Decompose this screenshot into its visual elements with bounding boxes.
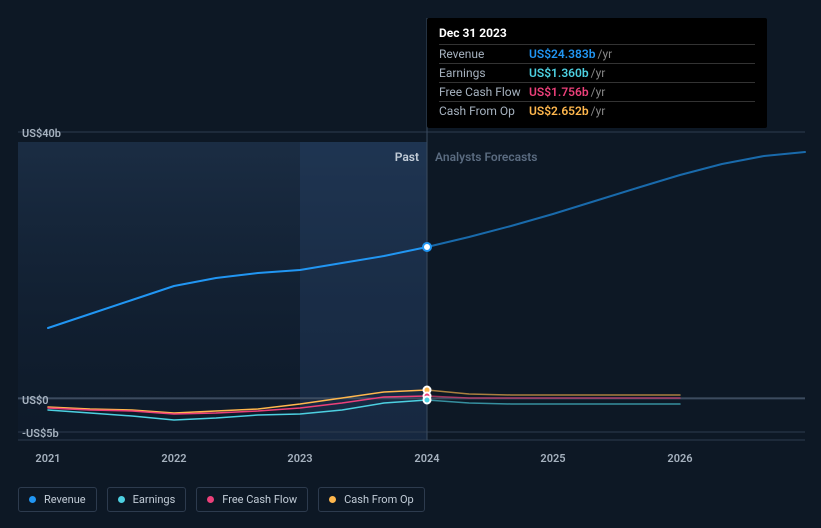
tooltip-row: Cash From OpUS$2.652b /yr xyxy=(439,101,755,120)
x-tick-label: 2021 xyxy=(35,452,60,465)
y-tick-label: -US$5b xyxy=(22,427,59,440)
tooltip-row-unit: /yr xyxy=(598,47,613,61)
y-tick-label: US$40b xyxy=(22,127,61,140)
tooltip-row-label: Cash From Op xyxy=(439,104,529,118)
tooltip-row-unit: /yr xyxy=(591,104,606,118)
tooltip-row-label: Earnings xyxy=(439,66,529,80)
financial-chart: US$40b US$0 -US$5b 2021 2022 2023 2024 2025 202… xyxy=(0,0,821,524)
tooltip-row-value: US$24.383b xyxy=(529,47,596,61)
legend-dot-icon xyxy=(207,496,214,503)
legend-item-earnings[interactable]: Earnings xyxy=(107,487,187,512)
chart-legend: Revenue Earnings Free Cash Flow Cash From O… xyxy=(18,487,425,512)
tooltip-row-label: Revenue xyxy=(439,47,529,61)
tooltip-row-value: US$1.360b xyxy=(529,66,589,80)
x-tick-label: 2026 xyxy=(667,452,692,465)
tooltip-row: RevenueUS$24.383b /yr xyxy=(439,44,755,63)
x-tick-label: 2024 xyxy=(414,452,439,465)
tooltip-row-unit: /yr xyxy=(591,66,606,80)
x-tick-label: 2025 xyxy=(540,452,565,465)
legend-dot-icon xyxy=(29,496,36,503)
past-section-label: Past xyxy=(395,150,419,164)
tooltip-row-value: US$2.652b xyxy=(529,104,589,118)
legend-label: Revenue xyxy=(44,493,86,506)
y-tick-label: US$0 xyxy=(22,394,49,407)
legend-label: Earnings xyxy=(133,493,176,506)
legend-label: Free Cash Flow xyxy=(222,493,297,506)
forecast-section-label: Analysts Forecasts xyxy=(435,150,537,164)
tooltip-row-unit: /yr xyxy=(591,85,606,99)
tooltip-row-label: Free Cash Flow xyxy=(439,85,529,99)
tooltip-row-value: US$1.756b xyxy=(529,85,589,99)
tooltip-row: Free Cash FlowUS$1.756b /yr xyxy=(439,82,755,101)
x-tick-label: 2023 xyxy=(287,452,312,465)
legend-item-free_cash_flow[interactable]: Free Cash Flow xyxy=(196,487,308,512)
legend-item-revenue[interactable]: Revenue xyxy=(18,487,97,512)
legend-dot-icon xyxy=(329,496,336,503)
legend-dot-icon xyxy=(118,496,125,503)
legend-item-cash_from_op[interactable]: Cash From Op xyxy=(318,487,425,512)
data-tooltip: Dec 31 2023 RevenueUS$24.383b /yrEarning… xyxy=(427,18,767,128)
tooltip-row: EarningsUS$1.360b /yr xyxy=(439,63,755,82)
x-tick-label: 2022 xyxy=(161,452,186,465)
legend-label: Cash From Op xyxy=(344,493,414,506)
tooltip-date: Dec 31 2023 xyxy=(439,26,755,44)
